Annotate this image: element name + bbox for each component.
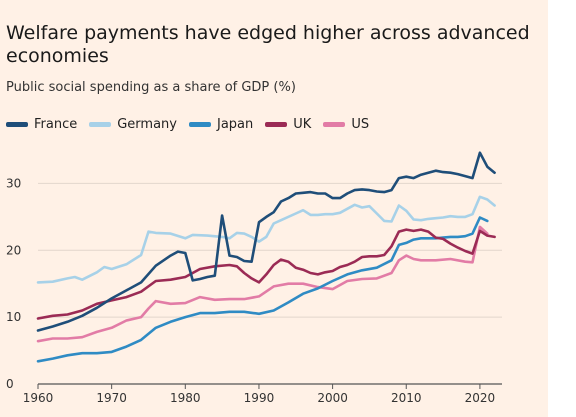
legend-label: Japan bbox=[217, 116, 254, 132]
y-tick-label: 20 bbox=[6, 243, 21, 257]
legend-label: France bbox=[34, 116, 78, 132]
legend-item-uk: UK bbox=[265, 117, 311, 132]
legend-swatch bbox=[6, 121, 28, 127]
legend-item-japan: Japan bbox=[189, 117, 253, 132]
plot-area: 0 10 20 30 1960 1970 1980 1990 2000 2010 2020 bbox=[6, 151, 502, 405]
legend-label: UK bbox=[293, 116, 312, 132]
x-tick-label: 2010 bbox=[391, 391, 422, 405]
y-tick-label: 0 bbox=[6, 377, 14, 391]
y-tick-label: 10 bbox=[6, 310, 21, 324]
x-tick-label: 1960 bbox=[23, 391, 54, 405]
legend-item-france: France bbox=[6, 117, 77, 132]
legend-label: Germany bbox=[117, 116, 177, 132]
series-line-germany bbox=[36, 195, 496, 284]
legend-swatch bbox=[189, 121, 211, 127]
series-line-uk bbox=[36, 228, 496, 320]
chart-subtitle: Public social spending as a share of GDP… bbox=[6, 80, 296, 95]
series-line-us bbox=[36, 225, 489, 343]
y-tick-label: 30 bbox=[6, 176, 21, 190]
x-tick-label: 2020 bbox=[465, 391, 496, 405]
x-tick-label: 2000 bbox=[317, 391, 348, 405]
legend-swatch bbox=[265, 121, 288, 127]
legend: France Germany Japan UK US bbox=[6, 116, 381, 132]
x-tick-label: 1990 bbox=[244, 391, 275, 405]
legend-label: US bbox=[351, 116, 370, 132]
x-tick-label: 1970 bbox=[96, 391, 127, 405]
chart-panel: Welfare payments have edged higher acros… bbox=[0, 0, 548, 417]
legend-swatch bbox=[323, 121, 346, 127]
chart-title: Welfare payments have edged higher acros… bbox=[6, 22, 530, 67]
legend-item-us: US bbox=[323, 117, 369, 132]
legend-item-germany: Germany bbox=[89, 117, 177, 132]
series-line-france bbox=[36, 151, 496, 332]
x-tick-label: 1980 bbox=[170, 391, 201, 405]
legend-swatch bbox=[89, 121, 112, 127]
